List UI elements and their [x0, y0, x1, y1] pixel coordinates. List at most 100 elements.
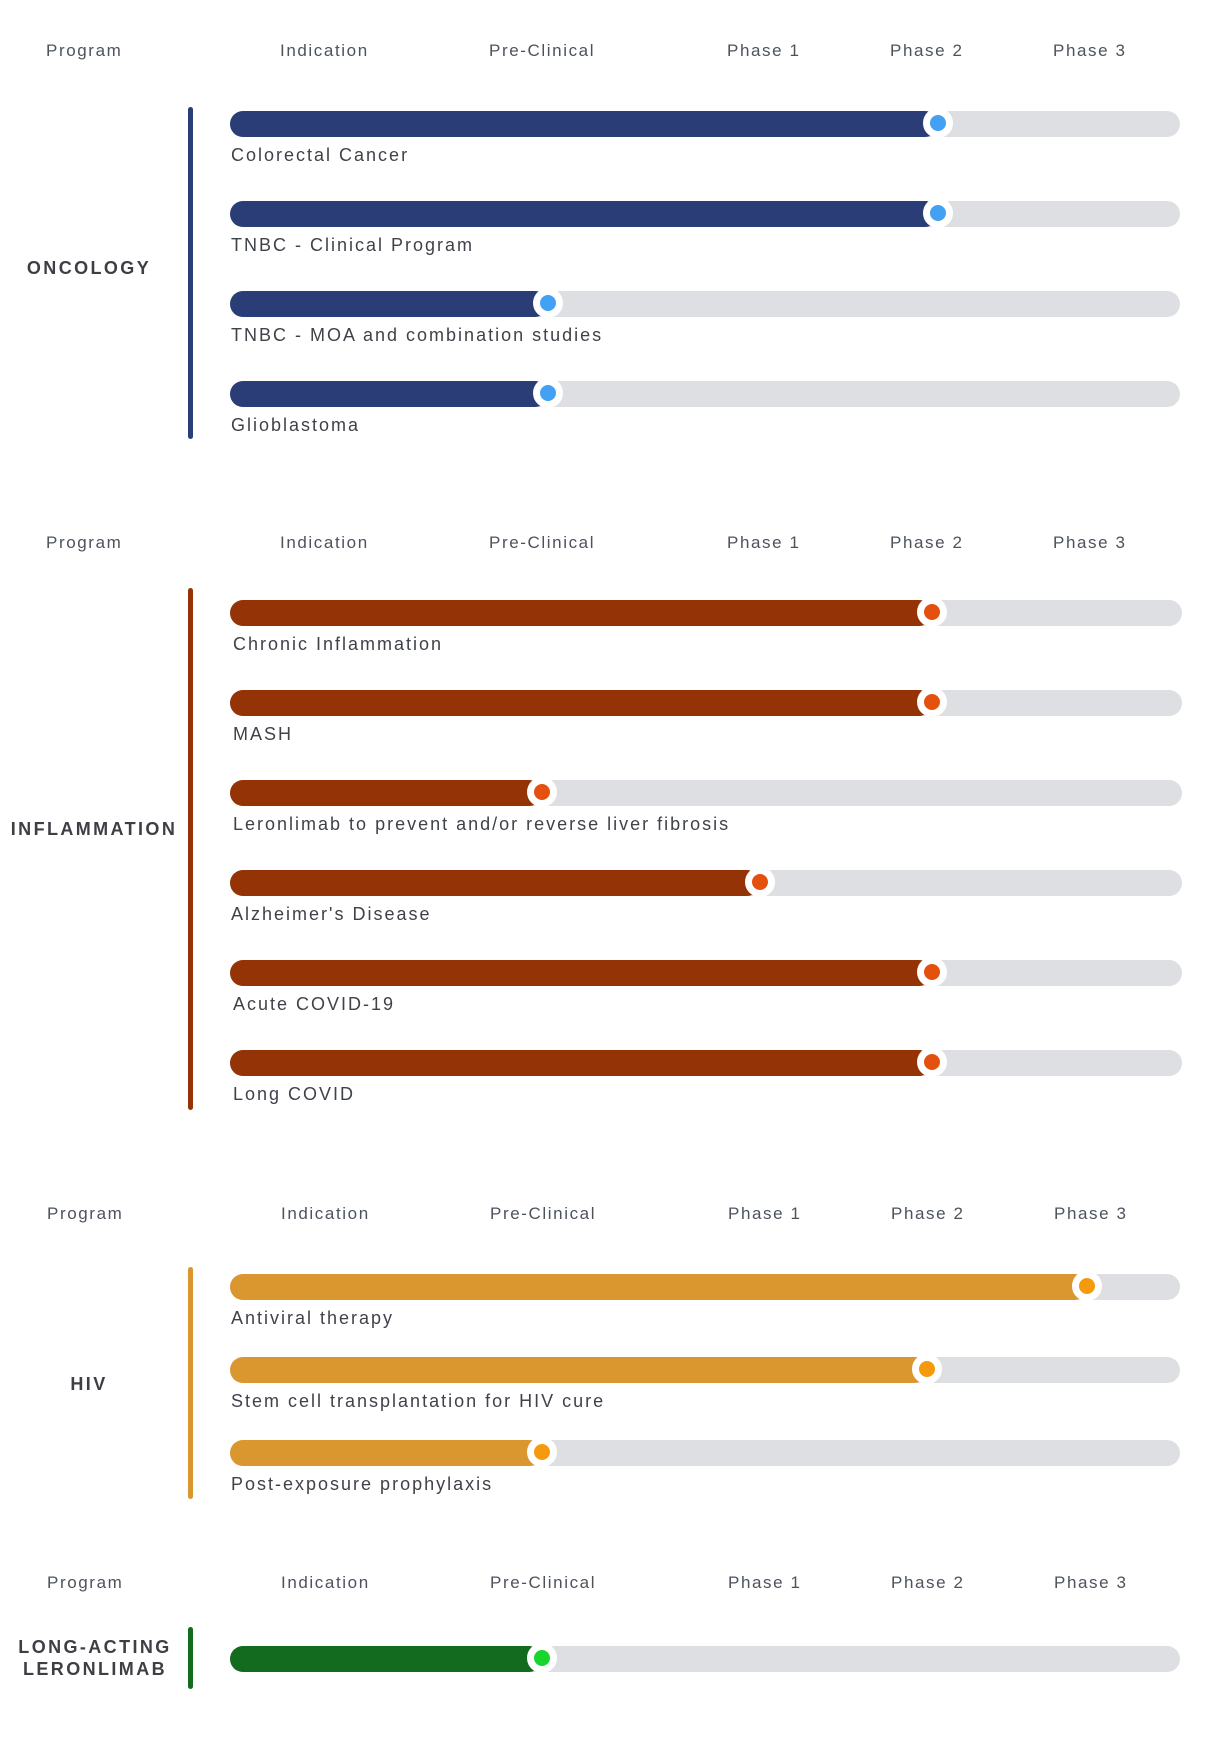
progress-track [230, 687, 1182, 717]
progress-fill [230, 291, 548, 317]
progress-fill [230, 870, 760, 896]
header-phase-3: Phase 3 [1054, 1204, 1128, 1223]
progress-track [230, 597, 1182, 627]
progress-marker [527, 1437, 557, 1467]
header-program: Program [46, 41, 123, 60]
progress-track [230, 1354, 1180, 1384]
header-indication: Indication [281, 1573, 370, 1592]
header-pre-clinical: Pre-Clinical [489, 41, 596, 60]
program-label: LONG-ACTING LERONLIMAB [18, 1637, 172, 1679]
progress-track [230, 867, 1182, 897]
indication-label: MASH [233, 724, 294, 744]
pipeline-header: Program Indication Pre-Clinical Phase 1 … [0, 1568, 1220, 1598]
progress-marker [527, 1643, 557, 1673]
progress-track [230, 198, 1180, 228]
pipeline-header: Program Indication Pre-Clinical Phase 1 … [0, 528, 1220, 558]
progress-fill [230, 780, 542, 806]
header-phase-2: Phase 2 [891, 1204, 965, 1223]
progress-fill [230, 381, 548, 407]
progress-fill [230, 600, 932, 626]
header-phase-1: Phase 1 [727, 533, 801, 552]
progress-marker [917, 1047, 947, 1077]
header-pre-clinical: Pre-Clinical [490, 1573, 597, 1592]
progress-fill [230, 690, 932, 716]
program-label: HIV [70, 1374, 108, 1394]
header-phase-1: Phase 1 [728, 1573, 802, 1592]
pipeline-row: Antiviral therapy [230, 1271, 1180, 1336]
header-phase-1: Phase 1 [728, 1204, 802, 1223]
progress-fill [230, 1646, 542, 1672]
indication-label: Alzheimer's Disease [231, 904, 432, 924]
program-divider-line [188, 1267, 193, 1499]
progress-fill [230, 1440, 542, 1466]
progress-track [230, 1047, 1182, 1077]
progress-marker [1072, 1271, 1102, 1301]
progress-fill [230, 960, 932, 986]
header-phase-3: Phase 3 [1053, 41, 1127, 60]
program-divider-line [188, 588, 193, 1110]
header-pre-clinical: Pre-Clinical [489, 533, 596, 552]
progress-fill [230, 1050, 932, 1076]
indication-label: Post-exposure prophylaxis [231, 1474, 494, 1494]
progress-track [230, 1271, 1180, 1301]
header-phase-3: Phase 3 [1054, 1573, 1128, 1592]
header-program: Program [46, 533, 123, 552]
indication-label: Glioblastoma [231, 415, 361, 435]
program-divider-line [188, 1627, 193, 1689]
pipeline-row: Chronic Inflammation [230, 597, 1182, 662]
pipeline-row: TNBC - MOA and combination studies [230, 288, 1180, 353]
pipeline-header: Program Indication Pre-Clinical Phase 1 … [0, 1199, 1220, 1229]
header-indication: Indication [280, 533, 369, 552]
header-phase-1: Phase 1 [727, 41, 801, 60]
progress-marker [533, 288, 563, 318]
pipeline-row: Alzheimer's Disease [230, 867, 1182, 932]
progress-track [230, 1643, 1180, 1673]
header-indication: Indication [280, 41, 369, 60]
pipeline-row: Glioblastoma [230, 378, 1180, 443]
progress-track [230, 1437, 1180, 1467]
progress-track [230, 777, 1182, 807]
pipeline-row: Long COVID [230, 1047, 1182, 1112]
pipeline-row: Stem cell transplantation for HIV cure [230, 1354, 1180, 1419]
header-pre-clinical: Pre-Clinical [490, 1204, 597, 1223]
pipeline-row [230, 1643, 1180, 1708]
header-program: Program [47, 1573, 124, 1592]
progress-marker [527, 777, 557, 807]
program-divider-line [188, 107, 193, 439]
progress-track [230, 108, 1180, 138]
progress-marker [923, 198, 953, 228]
indication-label: Chronic Inflammation [233, 634, 444, 654]
header-phase-2: Phase 2 [890, 533, 964, 552]
indication-label: TNBC - Clinical Program [231, 235, 475, 255]
progress-marker [912, 1354, 942, 1384]
indication-label: Colorectal Cancer [231, 145, 410, 165]
pipeline-row: Post-exposure prophylaxis [230, 1437, 1180, 1502]
pipeline-row: Leronlimab to prevent and/or reverse liv… [230, 777, 1182, 842]
progress-fill [230, 201, 938, 227]
pipeline-row: MASH [230, 687, 1182, 752]
pipeline-row: Acute COVID-19 [230, 957, 1182, 1022]
progress-fill [230, 1274, 1087, 1300]
progress-marker [533, 378, 563, 408]
indication-label: Long COVID [233, 1084, 356, 1104]
progress-fill [230, 111, 938, 137]
progress-track [230, 288, 1180, 318]
progress-fill [230, 1357, 927, 1383]
indication-label: Antiviral therapy [231, 1308, 395, 1328]
progress-marker [917, 957, 947, 987]
header-phase-2: Phase 2 [890, 41, 964, 60]
pipeline-row: TNBC - Clinical Program [230, 198, 1180, 263]
progress-track [230, 957, 1182, 987]
indication-label: TNBC - MOA and combination studies [231, 325, 604, 345]
progress-marker [923, 108, 953, 138]
indication-label: Leronlimab to prevent and/or reverse liv… [233, 814, 731, 834]
program-label: ONCOLOGY [26, 258, 152, 278]
pipeline-row: Colorectal Cancer [230, 108, 1180, 173]
header-program: Program [47, 1204, 124, 1223]
progress-track [230, 378, 1180, 408]
indication-label: Stem cell transplantation for HIV cure [231, 1391, 606, 1411]
program-label: INFLAMMATION [10, 819, 178, 839]
header-indication: Indication [281, 1204, 370, 1223]
progress-marker [917, 597, 947, 627]
indication-label: Acute COVID-19 [233, 994, 396, 1014]
